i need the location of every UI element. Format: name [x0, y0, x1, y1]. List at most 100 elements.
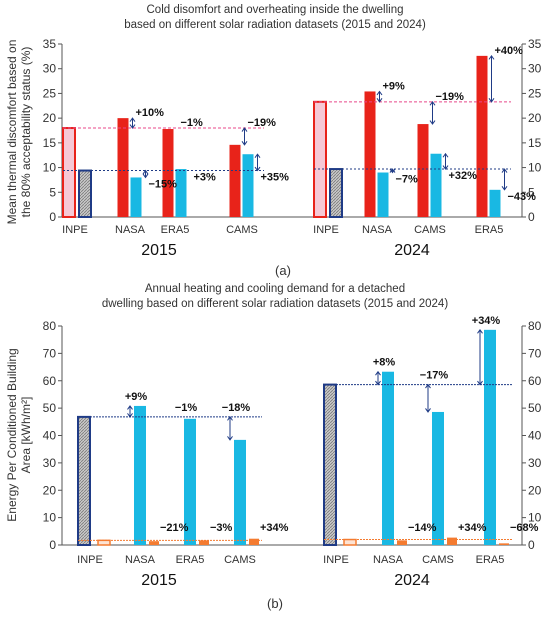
chart-b-ytick-label-left-8: 80: [43, 319, 57, 333]
chart-a-change-arrow-2015-cams-s1: [254, 153, 261, 172]
chart-a-change-arrow-2015-cams-s0-head-start: [241, 127, 248, 132]
chart-a-category-label-2024-nasa: NASA: [362, 224, 393, 236]
chart-b-change-arrow-2024-nasa-s0: [375, 370, 381, 386]
chart-b-ytick-label-right-4: 40: [528, 429, 542, 443]
chart-a-change-label-2024-cams-s1: +32%: [449, 170, 478, 182]
chart-b-ytick-label-left-1: 10: [43, 511, 57, 525]
chart-b-ytick-label-left-4: 40: [43, 429, 57, 443]
chart-b-category-label-2024-era5: ERA5: [476, 554, 505, 566]
chart-b-ytick-label-right-2: 20: [528, 483, 542, 497]
chart-a-change-arrow-2015-nasa-s0-head-start: [129, 124, 136, 129]
chart-a-ytick-label-left-3: 15: [43, 136, 57, 150]
chart-a-bar-secondary-2015-cams: [242, 154, 254, 217]
chart-b-change-label-2024-cams-s0: −17%: [420, 370, 449, 382]
chart-b-bar-secondary-2015-nasa: [149, 541, 159, 545]
chart-b-change-arrow-2015-cams-s0-head-start: [227, 416, 233, 421]
chart-b-bar-primary-2015-inpe: [77, 415, 91, 547]
chart-b-change-arrow-2024-cams-s0-head-start: [425, 383, 431, 389]
chart-a-ytick-label-left-2: 10: [43, 161, 57, 175]
chart-a-change-label-2015-nasa-s0: +10%: [136, 107, 165, 119]
chart-a-bar-secondary-2024-cams: [430, 153, 442, 217]
chart-b-ylabel-line-2: Area [kWh/m²]: [19, 397, 33, 474]
chart-a-ytick-label-left-4: 20: [43, 111, 57, 125]
chart-a-change-arrow-2024-era5-s1-head-start: [501, 168, 508, 173]
chart-a-change-arrow-2024-era5-s1: [501, 168, 508, 191]
chart-a-title-line-2: based on different solar radiation datas…: [124, 19, 426, 31]
chart-b-change-label-2024-cams-s1: +34%: [458, 522, 487, 534]
chart-b-change-arrow-2024-cams-s0-head-end: [425, 408, 431, 413]
chart-a-change-arrow-2015-nasa-s1-head-start: [142, 169, 149, 175]
chart-b-bar-primary-2015-cams: [234, 439, 246, 545]
chart-b-change-label-2015-era5-s0: −1%: [175, 402, 198, 414]
chart-b-change-arrow-2024-era5-s0: [477, 328, 483, 386]
chart-b-bar-primary-2015-nasa: [134, 405, 146, 545]
chart-b-ytick-label-left-6: 60: [43, 374, 57, 388]
chart-a-change-arrow-2015-nasa-s0-head-end: [129, 117, 136, 122]
chart-b-bar-primary-2015-era5: [184, 418, 196, 545]
chart-b-change-arrow-2024-era5-s0-head-end: [477, 328, 483, 334]
chart-a-change-label-2024-era5-s0: +40%: [495, 45, 524, 57]
chart-a-change-label-2015-era5-s0: −1%: [181, 117, 204, 129]
chart-a-bar-secondary-2015-inpe: [78, 169, 92, 218]
chart-b-change-label-2024-nasa-s1: −14%: [408, 522, 437, 534]
chart-a-change-arrow-2015-nasa-s1-head-end: [142, 173, 149, 179]
chart-a-category-label-2015-inpe: INPE: [62, 224, 88, 236]
chart-a-bar-secondary-2015-nasa: [130, 177, 142, 217]
chart-a-bar-primary-2015-nasa: [117, 118, 129, 217]
chart-b-category-label-2024-inpe: INPE: [323, 554, 349, 566]
chart-a-category-label-2015-cams: CAMS: [226, 224, 258, 236]
chart-a-change-arrow-2024-era5-s0: [488, 55, 495, 103]
chart-b-category-label-2015-nasa: NASA: [125, 554, 156, 566]
chart-a-change-arrow-2024-cams-s0-head-end: [429, 120, 436, 125]
chart-a-bar-secondary-2024-era5: [489, 189, 501, 217]
chart-b-change-arrow-2024-era5-s0-head-start: [477, 380, 483, 386]
chart-a-change-arrow-2024-cams-s1: [442, 152, 449, 170]
chart-a-change-arrow-2024-era5-s1-head-end: [501, 186, 508, 191]
chart-a-ytick-label-right-7: 35: [528, 37, 542, 51]
chart-a-bar-primary-2024-nasa: [364, 91, 376, 217]
chart-a-ytick-label-right-5: 25: [528, 86, 542, 100]
chart-a-ytick-label-right-4: 20: [528, 111, 542, 125]
chart-b-ylabel-line-1: Energy Per Conditioned Building: [5, 348, 19, 521]
chart-b-ytick-label-left-3: 30: [43, 456, 57, 470]
chart-a-bar-primary-2015-cams: [229, 144, 241, 217]
chart-a-ytick-label-right-3: 15: [528, 136, 542, 150]
chart-b-bar-primary-2024-nasa: [382, 371, 394, 545]
chart-b-change-label-2024-era5-s0: +34%: [472, 315, 501, 327]
chart-b-change-arrow-2015-nasa-s0-head-end: [127, 405, 133, 410]
chart-a-category-label-2024-cams: CAMS: [414, 224, 446, 236]
chart-b-year-label-2015: 2015: [141, 572, 177, 589]
chart-a-ytick-label-left-1: 5: [49, 185, 56, 199]
chart-b-category-label-2015-era5: ERA5: [176, 554, 205, 566]
chart-a-change-label-2024-era5-s1: −43%: [508, 191, 537, 203]
chart-a-year-label-2024: 2024: [394, 242, 430, 259]
chart-b-ytick-label-left-7: 70: [43, 346, 57, 360]
chart-b-change-arrow-2015-cams-s0-head-end: [227, 436, 233, 441]
chart-a-change-arrow-2015-cams-s0: [241, 127, 248, 146]
chart-a-bar-primary-2015-inpe: [62, 127, 76, 218]
chart-a-ytick-label-left-5: 25: [43, 86, 57, 100]
chart-a-bar-primary-2024-era5: [476, 55, 488, 218]
chart-b-bar-secondary-2024-era5: [499, 543, 509, 545]
chart-b-title-line-1: Annual heating and cooling demand for a …: [145, 283, 405, 295]
chart-b-bar-primary-2024-cams: [432, 411, 444, 545]
chart-b-plot: 0 0 10 10 20 20 30 30 40 40 50 50 60 60 70 70 80 80 2015 IN…: [43, 315, 542, 589]
chart-b-title-line-2: dwelling based on different solar radiat…: [102, 298, 448, 310]
chart-b-change-label-2024-era5-s1: −68%: [510, 522, 539, 534]
chart-a-category-label-2015-era5: ERA5: [161, 224, 190, 236]
chart-b-category-label-2024-cams: CAMS: [422, 554, 454, 566]
chart-b-year-label-2024: 2024: [394, 572, 430, 589]
chart-b-change-label-2015-nasa-s0: +9%: [125, 391, 148, 403]
chart-a-change-arrow-2024-nasa-s1: [389, 168, 396, 174]
chart-a-change-label-2024-nasa-s1: −7%: [396, 174, 419, 186]
chart-a-change-arrow-2015-cams-s1-head-start: [254, 166, 261, 172]
chart-b-change-arrow-2024-nasa-s0-head-end: [375, 370, 381, 376]
chart-b-ytick-label-right-8: 80: [528, 319, 542, 333]
chart-a-panel-label: (a): [275, 263, 291, 278]
chart-b-bar-secondary-2015-cams: [249, 538, 259, 545]
chart-a-change-arrow-2024-nasa-s0-head-start: [376, 98, 383, 103]
chart-b-change-label-2015-cams-s1: +34%: [260, 522, 289, 534]
chart-a-change-label-2024-cams-s0: −19%: [436, 91, 465, 103]
chart-a-bar-primary-2024-inpe: [313, 100, 327, 218]
chart-b-ytick-label-right-1: 10: [528, 511, 542, 525]
